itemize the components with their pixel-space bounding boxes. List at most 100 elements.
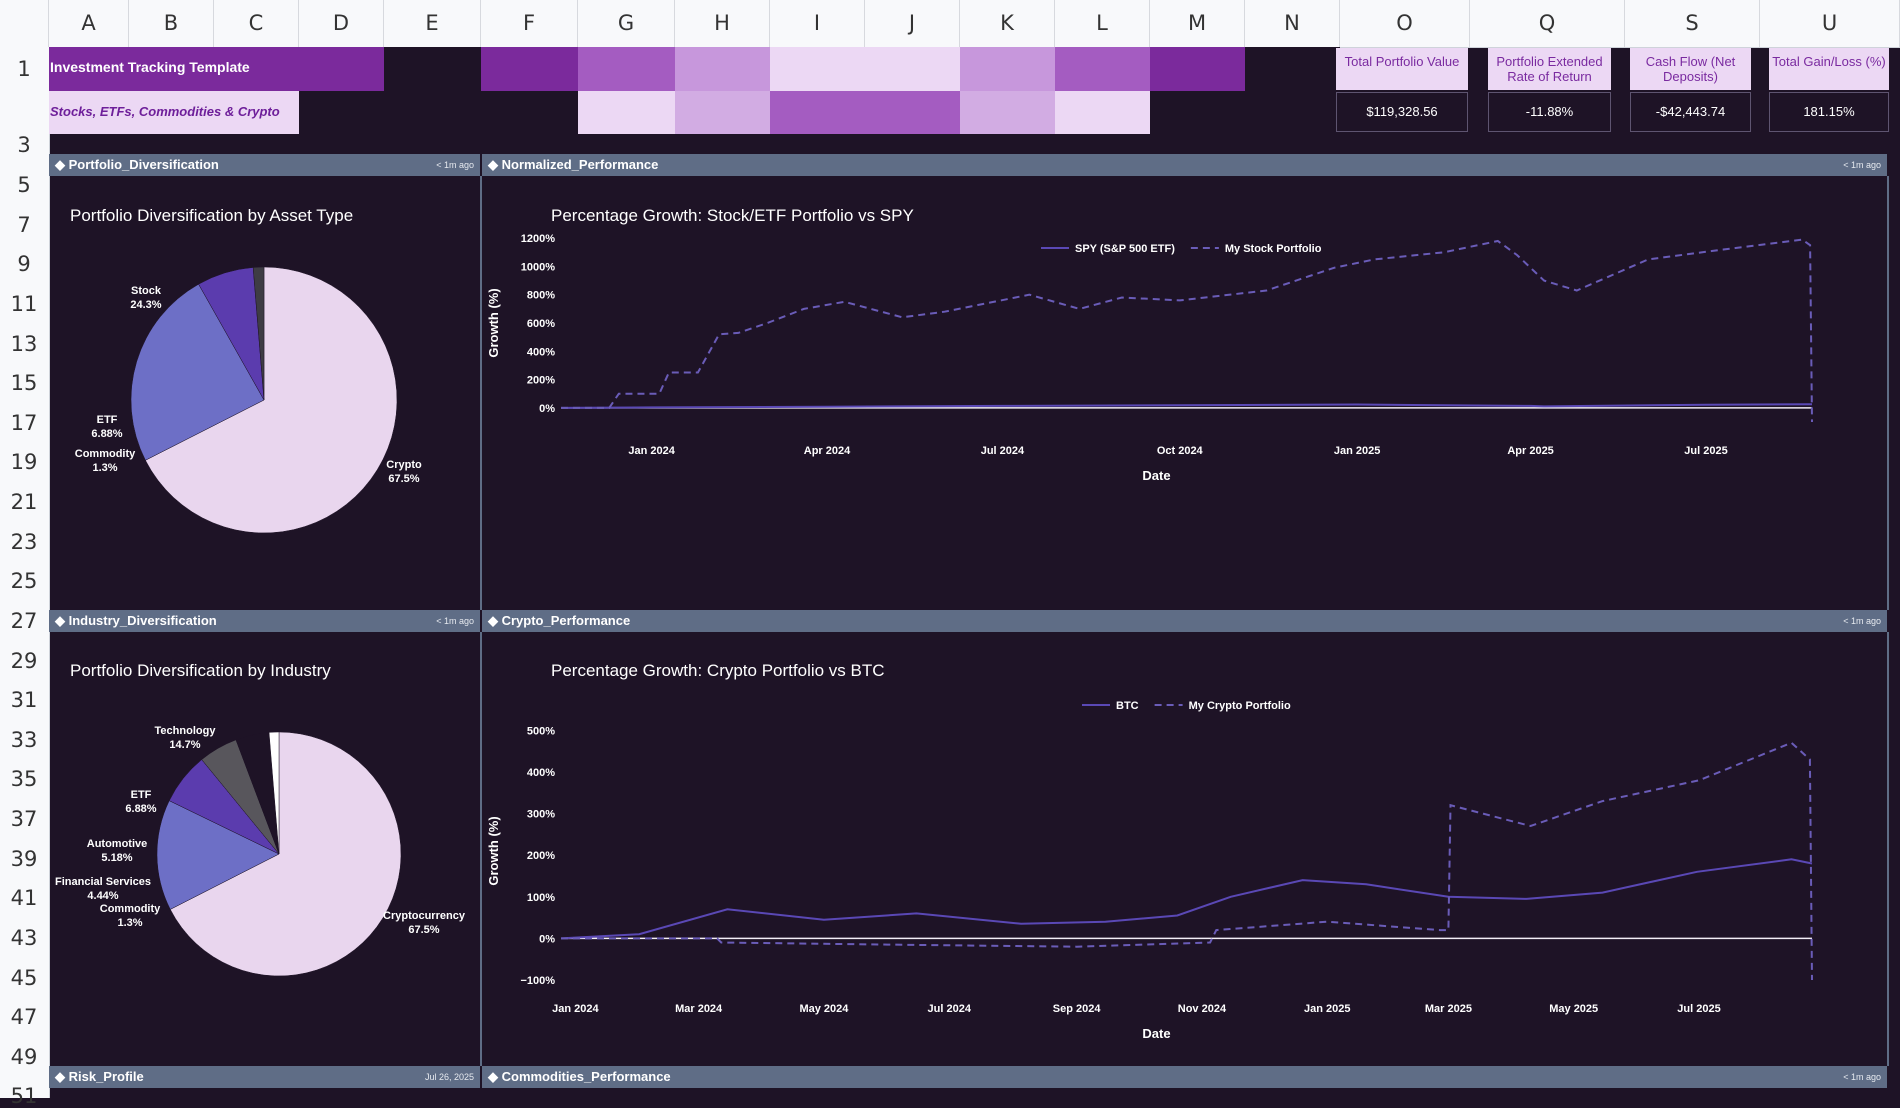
pie-slice[interactable] bbox=[130, 283, 265, 461]
column-header[interactable]: C bbox=[214, 0, 299, 47]
row-header[interactable]: 25 bbox=[10, 569, 38, 593]
column-header[interactable]: F bbox=[481, 0, 578, 47]
row-header[interactable]: 29 bbox=[10, 649, 38, 673]
row-header[interactable]: 9 bbox=[17, 252, 31, 276]
column-header[interactable]: M bbox=[1150, 0, 1245, 47]
band-cell[interactable] bbox=[578, 91, 675, 134]
panel-header-risk-profile[interactable]: ◆ Risk_Profile Jul 26, 2025 bbox=[49, 1066, 480, 1088]
series-line[interactable] bbox=[560, 858, 1813, 940]
row-header[interactable]: 41 bbox=[10, 886, 38, 910]
pie-slice[interactable] bbox=[169, 731, 402, 977]
band-cell[interactable] bbox=[675, 91, 770, 134]
band-cell[interactable] bbox=[384, 47, 481, 91]
band-cell[interactable] bbox=[299, 47, 384, 91]
column-header[interactable]: L bbox=[1055, 0, 1150, 47]
pie-chart-industry[interactable]: Portfolio Diversification by Industry Cr… bbox=[49, 632, 480, 1066]
row-header[interactable]: 49 bbox=[10, 1045, 38, 1069]
column-header[interactable]: Q bbox=[1470, 0, 1625, 47]
kpi-value-total-value[interactable]: $119,328.56 bbox=[1336, 92, 1468, 132]
row-header[interactable]: 13 bbox=[10, 332, 38, 356]
row-header[interactable]: 5 bbox=[17, 173, 31, 197]
pie-chart-asset-type[interactable]: Portfolio Diversification by Asset Type … bbox=[49, 176, 480, 610]
panel-header-portfolio-diversification[interactable]: ◆ Portfolio_Diversification < 1m ago bbox=[49, 154, 480, 176]
band-cell[interactable] bbox=[675, 47, 770, 91]
band-cell[interactable] bbox=[1150, 47, 1245, 91]
line-chart-crypto-vs-btc[interactable]: Percentage Growth: Crypto Portfolio vs B… bbox=[482, 632, 1887, 1066]
kpi-value-cash-flow[interactable]: -$42,443.74 bbox=[1630, 92, 1751, 132]
row-header[interactable]: 51 bbox=[10, 1084, 38, 1108]
band-cell[interactable] bbox=[214, 47, 299, 91]
band-cell[interactable] bbox=[1245, 91, 1340, 134]
row-header[interactable]: 37 bbox=[10, 807, 38, 831]
band-cell[interactable] bbox=[960, 47, 1055, 91]
page-title[interactable]: Investment Tracking Template bbox=[50, 59, 250, 75]
row-header[interactable]: 43 bbox=[10, 926, 38, 950]
pie-slice[interactable] bbox=[156, 800, 280, 910]
row-header[interactable]: 19 bbox=[10, 450, 38, 474]
row-header[interactable]: 23 bbox=[10, 530, 38, 554]
series-line[interactable] bbox=[560, 403, 1813, 409]
pie-slice[interactable] bbox=[252, 266, 265, 401]
band-cell[interactable] bbox=[49, 91, 129, 134]
column-header[interactable]: D bbox=[299, 0, 384, 47]
column-header[interactable]: G bbox=[578, 0, 675, 47]
column-header[interactable]: K bbox=[960, 0, 1055, 47]
row-header[interactable]: 35 bbox=[10, 767, 38, 791]
column-header[interactable]: J bbox=[865, 0, 960, 47]
band-cell[interactable] bbox=[299, 91, 384, 134]
row-header[interactable]: 45 bbox=[10, 966, 38, 990]
panel-header-industry-diversification[interactable]: ◆ Industry_Diversification < 1m ago bbox=[49, 610, 480, 632]
row-header[interactable]: 39 bbox=[10, 847, 38, 871]
row-header[interactable]: 1 bbox=[17, 57, 31, 81]
panel-header-crypto-performance[interactable]: ◆ Crypto_Performance < 1m ago bbox=[482, 610, 1887, 632]
band-cell[interactable] bbox=[481, 47, 578, 91]
band-cell[interactable] bbox=[1055, 91, 1150, 134]
row-header[interactable]: 47 bbox=[10, 1005, 38, 1029]
band-cell[interactable] bbox=[865, 47, 960, 91]
band-cell[interactable] bbox=[214, 91, 299, 134]
row-header[interactable]: 27 bbox=[10, 609, 38, 633]
page-subtitle[interactable]: Stocks, ETFs, Commodities & Crypto bbox=[50, 104, 280, 119]
band-cell[interactable] bbox=[384, 91, 481, 134]
column-header[interactable]: E bbox=[384, 0, 481, 47]
band-cell[interactable] bbox=[1245, 47, 1340, 91]
column-header[interactable]: U bbox=[1760, 0, 1900, 47]
band-cell[interactable] bbox=[1150, 91, 1245, 134]
series-line[interactable] bbox=[561, 238, 1813, 423]
band-cell[interactable] bbox=[578, 47, 675, 91]
band-cell[interactable] bbox=[865, 91, 960, 134]
column-header[interactable]: S bbox=[1625, 0, 1760, 47]
row-header[interactable]: 7 bbox=[17, 213, 31, 237]
band-cell[interactable] bbox=[770, 91, 865, 134]
column-header[interactable]: B bbox=[129, 0, 214, 47]
row-header[interactable]: 33 bbox=[10, 728, 38, 752]
column-header[interactable]: I bbox=[770, 0, 865, 47]
row-header[interactable]: 21 bbox=[10, 490, 38, 514]
band-cell[interactable] bbox=[481, 91, 578, 134]
kpi-value-total-gain-loss[interactable]: 181.15% bbox=[1769, 92, 1889, 132]
select-all-corner[interactable] bbox=[0, 0, 49, 47]
band-cell[interactable] bbox=[129, 91, 214, 134]
kpi-value-extended-return[interactable]: -11.88% bbox=[1488, 92, 1611, 132]
kpi-label-cash-flow[interactable]: Cash Flow (Net Deposits) bbox=[1630, 48, 1751, 90]
kpi-label-extended-return[interactable]: Portfolio Extended Rate of Return bbox=[1488, 48, 1611, 90]
kpi-label-total-gain-loss[interactable]: Total Gain/Loss (%) bbox=[1769, 48, 1889, 90]
column-header[interactable]: H bbox=[675, 0, 770, 47]
row-header[interactable]: 15 bbox=[10, 371, 38, 395]
row-header[interactable]: 3 bbox=[17, 133, 31, 157]
column-header[interactable]: N bbox=[1245, 0, 1340, 47]
row-header[interactable]: 31 bbox=[10, 688, 38, 712]
column-header[interactable]: A bbox=[49, 0, 129, 47]
pie-slice[interactable] bbox=[145, 266, 398, 534]
series-line[interactable] bbox=[561, 741, 1813, 981]
panel-header-commodities-performance[interactable]: ◆ Commodities_Performance < 1m ago bbox=[482, 1066, 1887, 1088]
band-cell[interactable] bbox=[770, 47, 865, 91]
pie-slice[interactable] bbox=[268, 731, 280, 855]
column-header[interactable]: O bbox=[1340, 0, 1470, 47]
kpi-label-total-value[interactable]: Total Portfolio Value bbox=[1336, 48, 1468, 90]
band-cell[interactable] bbox=[129, 47, 214, 91]
line-chart-stock-vs-spy[interactable]: Percentage Growth: Stock/ETF Portfolio v… bbox=[482, 176, 1887, 610]
band-cell[interactable] bbox=[960, 91, 1055, 134]
row-header[interactable]: 17 bbox=[10, 411, 38, 435]
row-header[interactable]: 11 bbox=[10, 292, 38, 316]
